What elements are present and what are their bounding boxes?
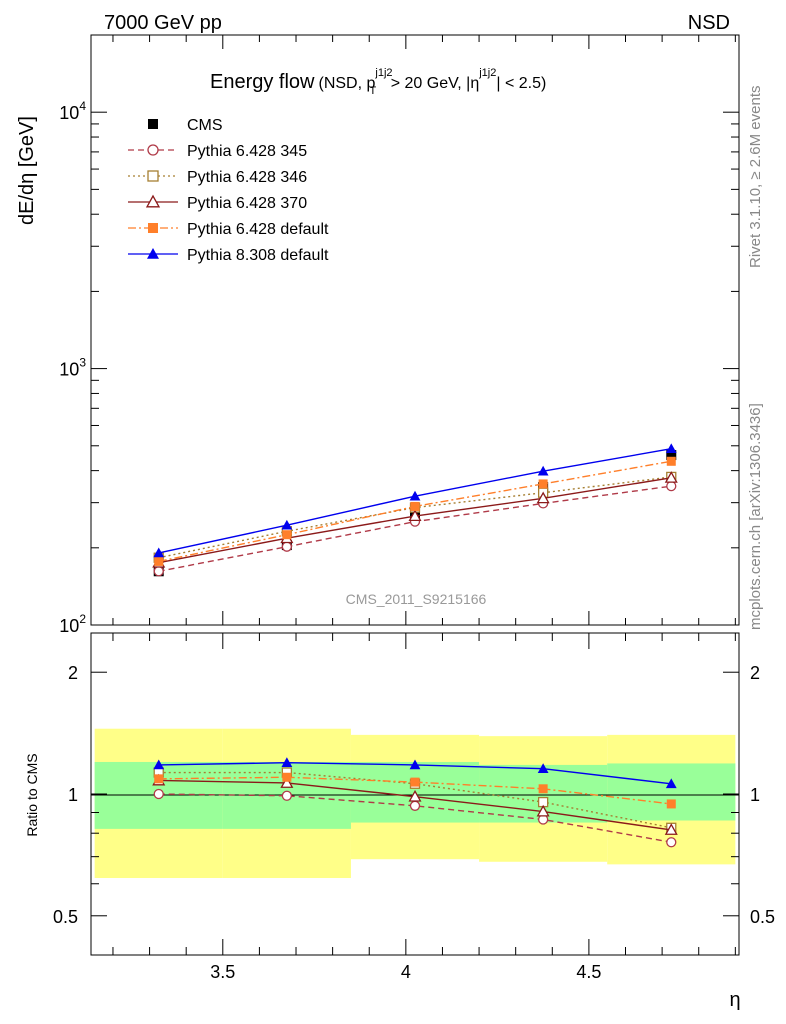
legend-label: Pythia 8.308 default [187, 247, 329, 264]
ratio-y-tick-label: 0.5 [53, 907, 78, 927]
plot-title: Energy flow (NSD, pj1j2 T > 20 GeV, |ηj1j2… [210, 67, 546, 97]
ratio-data-point [536, 804, 550, 817]
main-y-tick-label: 103 [59, 356, 86, 380]
ratio-y-tick-label-right: 1 [750, 785, 760, 805]
legend-label: Pythia 6.428 345 [187, 143, 307, 160]
main-axis-ticks: 104 103 102 [59, 34, 739, 636]
ratio-series-line [158, 793, 672, 843]
analysis-watermark: CMS_2011_S9215166 [346, 591, 487, 607]
legend-marker [147, 170, 159, 182]
ratio-data-point [665, 778, 677, 789]
beam-label: 7000 GeV pp [104, 12, 222, 34]
ratio-data-point [154, 774, 164, 784]
ratio-data-point [666, 837, 677, 848]
process-label: NSD [688, 12, 730, 34]
ratio-data-point [282, 772, 292, 782]
data-point [154, 556, 164, 566]
ratio-panel-frame [90, 632, 740, 956]
ratio-series-group [152, 757, 678, 848]
data-point [666, 456, 676, 466]
data-point [281, 519, 293, 530]
data-point [665, 443, 677, 454]
data-point [282, 530, 292, 540]
legend-marker [148, 223, 158, 233]
ratio-data-point [281, 757, 293, 768]
data-point [538, 479, 548, 489]
data-point [153, 566, 164, 577]
ratio-panel: 3.5 4 4.5 0.5 0.5 1 1 2 2 Ratio to CMS η [24, 632, 775, 1011]
data-point [409, 490, 421, 501]
ratio-data-point [409, 759, 421, 770]
series-line [158, 448, 672, 554]
ratio-y-tick-label: 1 [68, 785, 78, 805]
data-point [536, 491, 550, 504]
data-point [666, 480, 677, 492]
uncertainty-bands [94, 728, 736, 878]
legend-marker [145, 194, 161, 208]
stat-uncertainty-band [607, 763, 736, 821]
mcplots-reference-label: mcplots.cern.ch [arXiv:1306.3436] [747, 403, 764, 630]
legend-label: Pythia 6.428 346 [187, 169, 307, 186]
ratio-data-point [666, 799, 676, 809]
legend-label: CMS [187, 117, 223, 134]
data-point [281, 541, 293, 552]
main-y-tick-label: 102 [59, 612, 86, 636]
ratio-y-tick-label: 2 [68, 663, 78, 683]
legend: CMS Pythia 6.428 345 Pythia 6.428 346 Pythi… [128, 117, 329, 264]
x-axis-label: η [729, 989, 740, 1011]
ratio-data-point [153, 759, 165, 770]
main-panel: dE/dη [GeV] CMS_2011_S9215166 Energy flo… [16, 34, 740, 636]
main-series-group [152, 443, 678, 577]
legend-marker [148, 119, 158, 129]
ratio-data-point [408, 789, 422, 802]
ratio-data-point [537, 763, 549, 774]
x-tick-label: 4 [401, 962, 411, 982]
legend-marker [147, 144, 159, 156]
rivet-version-label: Rivet 3.1.10, ≥ 2.6M events [747, 86, 764, 269]
legend-marker [147, 248, 159, 259]
main-y-axis-label: dE/dη [GeV] [16, 116, 38, 225]
ratio-data-point [153, 788, 164, 800]
ratio-axis-ticks: 3.5 4 4.5 0.5 0.5 1 1 2 2 [53, 633, 775, 982]
x-tick-label: 3.5 [210, 962, 235, 982]
data-point [408, 509, 422, 522]
legend-label: Pythia 6.428 370 [187, 195, 307, 212]
main-panel-frame [90, 34, 740, 626]
ratio-y-axis-label: Ratio to CMS [24, 753, 40, 836]
ratio-data-point [409, 800, 421, 811]
data-point [664, 471, 678, 483]
ratio-data-point [281, 790, 293, 801]
ratio-y-tick-label-right: 0.5 [750, 907, 775, 927]
main-y-tick-label: 104 [59, 99, 86, 123]
data-point [666, 450, 677, 461]
ratio-data-point [410, 777, 420, 787]
ratio-data-point [280, 776, 294, 788]
x-tick-label: 4.5 [576, 962, 601, 982]
data-point [410, 501, 420, 511]
legend-label: Pythia 6.428 default [187, 221, 329, 238]
ratio-y-tick-label-right: 2 [750, 663, 760, 683]
data-point [153, 547, 165, 558]
ratio-data-point [538, 784, 548, 794]
data-point [537, 465, 549, 476]
ratio-data-point [664, 823, 678, 835]
